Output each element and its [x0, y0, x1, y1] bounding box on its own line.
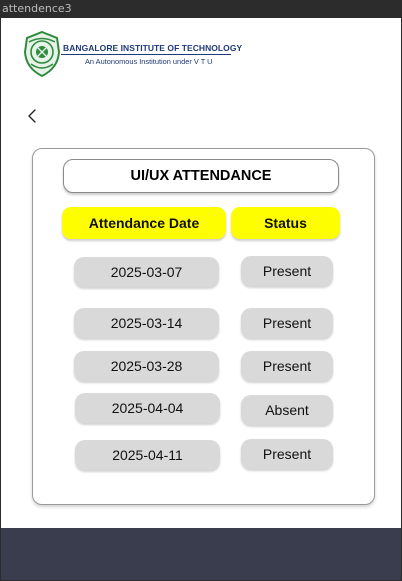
attendance-status-cell: Present [241, 256, 333, 286]
back-button[interactable] [23, 106, 43, 126]
institution-subtitle: An Autonomous Institution under V T U [85, 57, 213, 66]
chevron-left-icon [28, 109, 36, 123]
attendance-status-cell: Present [241, 308, 333, 338]
column-header-status: Status [231, 207, 340, 239]
attendance-title: UI/UX ATTENDANCE [63, 159, 339, 193]
attendance-date-cell: 2025-03-28 [74, 351, 219, 381]
window-titlebar: attendence3 [0, 0, 402, 18]
column-header-date: Attendance Date [62, 207, 226, 239]
bottom-bar [1, 528, 401, 580]
bit-emblem-icon [23, 30, 61, 78]
attendance-status-cell: Absent [241, 395, 333, 425]
institution-name: BANGALORE INSTITUTE OF TECHNOLOGY [63, 43, 243, 53]
attendance-status-cell: Present [241, 439, 333, 469]
app-screen: BANGALORE INSTITUTE OF TECHNOLOGY An Aut… [1, 18, 401, 580]
window-title: attendence3 [2, 2, 72, 15]
attendance-date-cell: 2025-04-11 [75, 440, 220, 470]
divider [61, 54, 231, 55]
attendance-card: UI/UX ATTENDANCE Attendance Date Status … [32, 148, 375, 505]
institution-logo: BANGALORE INSTITUTE OF TECHNOLOGY An Aut… [21, 30, 242, 80]
attendance-date-cell: 2025-03-07 [74, 257, 219, 287]
attendance-status-cell: Present [241, 351, 333, 381]
attendance-date-cell: 2025-03-14 [74, 308, 219, 338]
attendance-date-cell: 2025-04-04 [75, 393, 220, 423]
